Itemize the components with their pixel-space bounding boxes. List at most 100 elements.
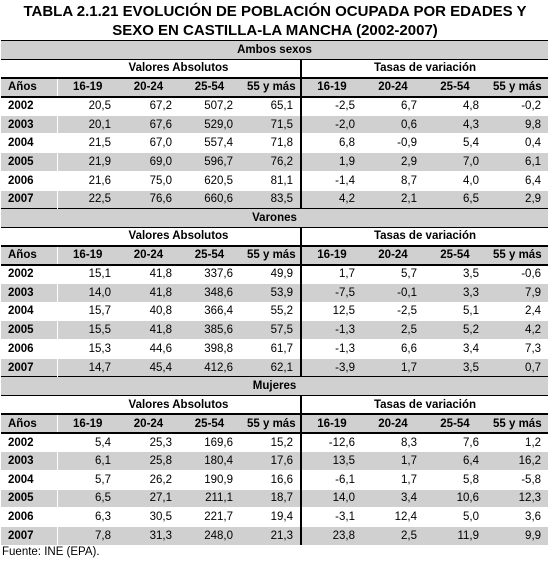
- absolute-value-cell: 41,8: [118, 264, 179, 284]
- variation-rate-cell: 1,7: [362, 451, 424, 471]
- variation-rate-cell: 2,5: [362, 320, 424, 340]
- absolute-value-cell: 18,7: [240, 488, 302, 508]
- table-row: 2005 15,5 41,8 385,6 57,5 -1,3 2,5 5,2 4,2: [1, 320, 549, 340]
- variation-rate-cell: -6,1: [301, 469, 362, 489]
- employment-table: Ambos sexos Valores Absolutos Tasas de var…: [1, 40, 549, 546]
- absolute-value-cell: 660,6: [179, 189, 240, 209]
- absolute-value-cell: 557,4: [179, 133, 240, 153]
- absolute-value-cell: 20,5: [57, 96, 118, 116]
- column-header: 16-19: [301, 246, 362, 266]
- variation-rate-cell: 5,8: [424, 469, 486, 489]
- variation-rate-cell: -0,2: [486, 96, 549, 116]
- column-header-year: Años: [1, 414, 58, 434]
- absolute-value-cell: 71,8: [240, 133, 302, 153]
- variation-rate-cell: 4,2: [486, 320, 549, 340]
- absolute-value-cell: 366,4: [179, 301, 240, 321]
- variation-rate-cell: 7,0: [424, 152, 486, 172]
- empty-cell: [1, 395, 57, 416]
- year-cell: 2004: [1, 469, 58, 489]
- variation-rate-cell: 11,9: [424, 525, 486, 546]
- variation-rate-cell: 6,1: [486, 152, 549, 172]
- absolute-value-cell: 385,6: [179, 320, 240, 340]
- variation-rate-cell: 6,5: [424, 189, 486, 209]
- absolute-value-cell: 6,3: [57, 507, 118, 527]
- year-cell: 2002: [1, 264, 58, 284]
- absolute-value-cell: 221,7: [179, 507, 240, 527]
- absolute-value-cell: 14,7: [57, 357, 118, 377]
- variation-rate-cell: 3,3: [424, 282, 486, 303]
- variation-rate-cell: 6,8: [301, 133, 362, 153]
- absolute-value-cell: 76,6: [118, 189, 179, 209]
- absolute-value-cell: 30,5: [118, 507, 179, 527]
- column-header: 55 y más: [240, 77, 302, 98]
- absolute-value-cell: 19,4: [240, 507, 302, 527]
- absolute-value-cell: 61,7: [240, 339, 302, 359]
- variation-rate-cell: 9,9: [486, 525, 549, 546]
- absolute-value-cell: 21,9: [57, 152, 118, 172]
- table-row: 2007 22,5 76,6 660,6 83,5 4,2 2,1 6,5 2,9: [1, 189, 549, 209]
- column-header: 55 y más: [486, 77, 549, 98]
- variation-rate-cell: 23,8: [301, 525, 362, 546]
- absolute-value-cell: 76,2: [240, 152, 302, 172]
- absolute-value-cell: 6,5: [57, 488, 118, 508]
- absolute-value-cell: 248,0: [179, 525, 240, 546]
- variation-rate-cell: 13,5: [301, 451, 362, 471]
- group-header-row: Valores Absolutos Tasas de variación: [1, 59, 549, 79]
- year-cell: 2007: [1, 357, 58, 377]
- variation-rate-cell: 2,9: [362, 152, 424, 172]
- year-cell: 2004: [1, 133, 58, 153]
- absolute-value-cell: 57,5: [240, 320, 302, 340]
- variation-rate-cell: 7,6: [424, 432, 486, 452]
- column-header: 16-19: [301, 77, 362, 98]
- variation-rate-cell: -3,1: [301, 507, 362, 527]
- absolute-value-cell: 81,1: [240, 170, 302, 190]
- absolute-value-cell: 44,6: [118, 339, 179, 359]
- group-header-row: Valores Absolutos Tasas de variación: [1, 227, 549, 248]
- group-absolute-values: Valores Absolutos: [57, 395, 302, 416]
- table-row: 2005 6,5 27,1 211,1 18,7 14,0 3,4 10,6 12,3: [1, 488, 549, 508]
- variation-rate-cell: 1,9: [301, 152, 362, 172]
- variation-rate-cell: -1,3: [301, 320, 362, 340]
- column-header: 25-54: [424, 77, 486, 98]
- variation-rate-cell: -0,9: [362, 133, 424, 153]
- variation-rate-cell: 7,9: [486, 282, 549, 303]
- absolute-value-cell: 6,1: [57, 451, 118, 471]
- variation-rate-cell: 3,5: [424, 264, 486, 284]
- variation-rate-cell: 3,5: [424, 357, 486, 377]
- table-title: TABLA 2.1.21 EVOLUCIÓN DE POBLACIÓN OCUP…: [0, 0, 550, 40]
- absolute-value-cell: 22,5: [57, 189, 118, 209]
- column-header-row: Años 16-19 20-24 25-54 55 y más 16-19 20-24 25-…: [1, 414, 549, 434]
- variation-rate-cell: 5,0: [424, 507, 486, 527]
- empty-cell: [1, 227, 57, 248]
- absolute-value-cell: 5,4: [57, 432, 118, 452]
- absolute-value-cell: 596,7: [179, 152, 240, 172]
- variation-rate-cell: 6,4: [486, 170, 549, 190]
- table-row: 2006 6,3 30,5 221,7 19,4 -3,1 12,4 5,0 3,6: [1, 507, 549, 527]
- absolute-value-cell: 40,8: [118, 301, 179, 321]
- column-header: 55 y más: [486, 414, 549, 434]
- absolute-value-cell: 65,1: [240, 96, 302, 116]
- absolute-value-cell: 25,3: [118, 432, 179, 452]
- column-header: 25-54: [179, 77, 240, 98]
- variation-rate-cell: -12,6: [301, 432, 362, 452]
- absolute-value-cell: 67,2: [118, 96, 179, 116]
- source-note: Fuente: INE (EPA).: [2, 546, 100, 559]
- absolute-value-cell: 14,0: [57, 282, 118, 303]
- year-cell: 2002: [1, 432, 58, 452]
- column-header: 55 y más: [486, 246, 549, 266]
- variation-rate-cell: 7,3: [486, 339, 549, 359]
- section-header: Varones: [1, 208, 549, 228]
- column-header: 16-19: [57, 246, 118, 266]
- variation-rate-cell: -2,0: [301, 114, 362, 134]
- variation-rate-cell: 1,7: [301, 264, 362, 284]
- table-row: 2003 20,1 67,6 529,0 71,5 -2,0 0,6 4,3 9,8: [1, 114, 549, 134]
- variation-rate-cell: 0,6: [362, 114, 424, 134]
- absolute-value-cell: 75,0: [118, 170, 179, 190]
- variation-rate-cell: 10,6: [424, 488, 486, 508]
- absolute-value-cell: 211,1: [179, 488, 240, 508]
- column-header: 16-19: [301, 414, 362, 434]
- variation-rate-cell: 3,6: [486, 507, 549, 527]
- variation-rate-cell: 4,3: [424, 114, 486, 134]
- variation-rate-cell: 4,2: [301, 189, 362, 209]
- group-absolute-values: Valores Absolutos: [57, 59, 302, 79]
